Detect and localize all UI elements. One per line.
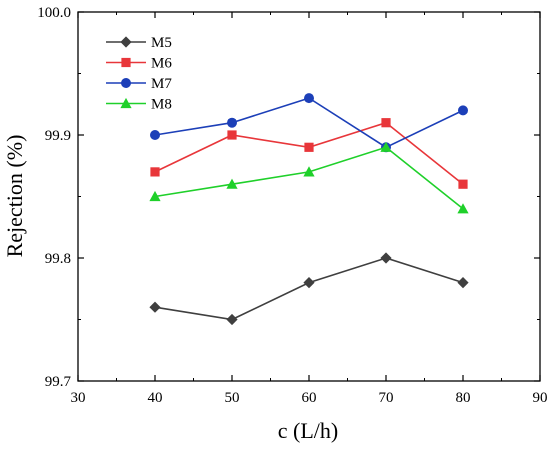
y-axis-title: Rejection (%) (2, 135, 27, 258)
x-tick-label: 90 (533, 390, 548, 406)
x-tick-label: 40 (148, 390, 163, 406)
data-point-m7 (150, 130, 160, 140)
x-tick-label: 30 (71, 390, 86, 406)
x-tick-label: 70 (379, 390, 394, 406)
series-line-m5 (154, 257, 464, 321)
legend-label-m8: M8 (151, 97, 172, 113)
x-axis-title: c (L/h) (278, 418, 338, 443)
legend-label-m5: M5 (151, 35, 172, 51)
legend-marker-m5 (120, 36, 132, 48)
y-tick-label: 99.7 (45, 374, 72, 390)
data-point-m5 (149, 301, 161, 313)
data-point-m5 (380, 252, 392, 264)
data-point-m7 (304, 93, 314, 104)
series-m6 (150, 118, 468, 189)
data-point-m8 (380, 141, 392, 152)
y-tick-label: 99.8 (45, 251, 71, 267)
data-point-m6 (227, 130, 237, 140)
series-m8 (149, 141, 469, 214)
x-tick-label: 60 (302, 390, 317, 406)
legend-marker-m8 (120, 97, 132, 109)
y-tick-label: 100.0 (37, 5, 71, 21)
data-point-m5 (303, 277, 315, 289)
data-point-m6 (304, 142, 314, 152)
legend-item-m8: M8 (106, 97, 172, 113)
legend-label-m6: M6 (151, 56, 172, 72)
series-m5 (149, 252, 469, 326)
data-point-m6 (150, 167, 160, 177)
data-point-m5 (226, 313, 238, 326)
legend-item-m6: M6 (106, 56, 172, 72)
data-point-m7 (227, 117, 237, 128)
x-tick-label: 50 (225, 390, 240, 406)
plot-frame (77, 11, 541, 382)
data-point-m6 (458, 179, 468, 189)
data-point-m7 (458, 105, 468, 116)
data-point-m6 (381, 118, 391, 128)
data-point-m8 (149, 190, 161, 202)
legend-item-m7: M7 (106, 76, 172, 92)
legend-marker-m6 (121, 57, 131, 68)
legend-item-m5: M5 (106, 35, 172, 51)
data-point-m8 (457, 203, 469, 214)
data-point-m8 (226, 178, 238, 189)
y-tick-label: 99.9 (45, 128, 71, 144)
legend-marker-m7 (121, 78, 131, 88)
series-line-m8 (154, 146, 464, 210)
series-line-m7 (154, 97, 464, 149)
data-point-m8 (303, 166, 315, 177)
legend-label-m7: M7 (151, 76, 172, 92)
data-point-m5 (457, 277, 469, 289)
x-tick-label: 80 (456, 390, 471, 406)
